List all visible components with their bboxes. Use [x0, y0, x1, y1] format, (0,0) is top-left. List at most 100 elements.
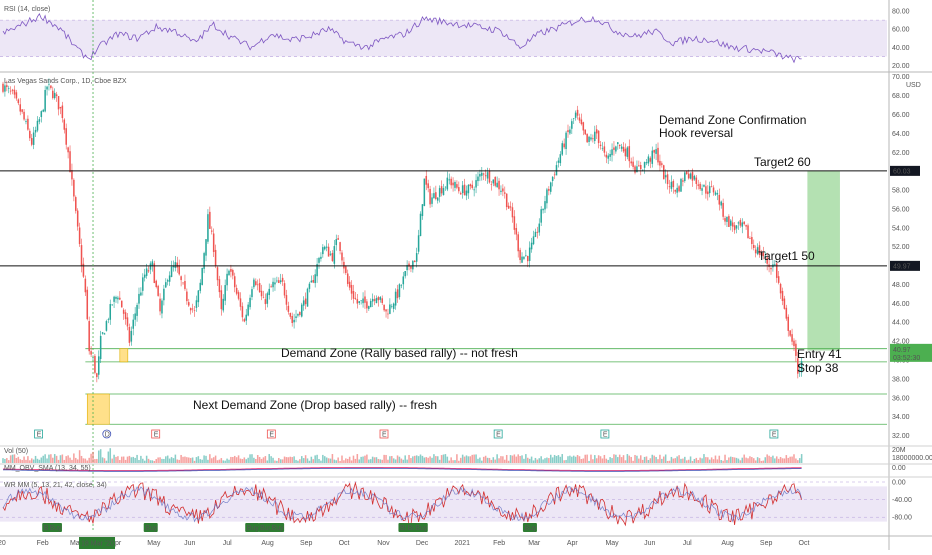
volume-bar	[590, 454, 592, 463]
candle-body	[607, 155, 609, 159]
candle-body	[419, 213, 422, 237]
candle-body	[456, 184, 458, 188]
candle-body	[78, 227, 81, 245]
volume-bar	[785, 455, 788, 463]
earnings-marker-letter: E	[37, 432, 42, 439]
candle-body	[582, 122, 585, 131]
candle-body	[274, 282, 276, 285]
volume-bar	[92, 451, 94, 463]
candle-body	[410, 266, 412, 269]
volume-bar	[73, 453, 75, 463]
volume-bar	[712, 459, 715, 463]
volume-bar	[772, 455, 774, 463]
candle-body	[756, 247, 759, 255]
time-tick-label: Feb	[37, 540, 49, 547]
buy-marker: Buy	[245, 523, 259, 532]
volume-bar	[314, 455, 316, 463]
volume-bar	[653, 455, 655, 463]
candle-body	[467, 184, 470, 194]
volume-bar	[528, 458, 531, 463]
buy-marker-label: Buy	[260, 525, 273, 532]
candle-body	[145, 268, 148, 276]
volume-bar	[301, 456, 303, 463]
candle-body	[423, 178, 426, 206]
volume-bar	[323, 456, 326, 463]
candle-body	[699, 183, 701, 190]
volume-bar	[341, 455, 343, 463]
candle-body	[670, 181, 673, 189]
candle-body	[527, 255, 529, 262]
candle-body	[496, 182, 498, 187]
volume-bar	[126, 456, 129, 463]
volume-bar	[730, 456, 732, 463]
volume-bar	[176, 459, 179, 463]
volume-bar	[743, 454, 745, 463]
candle-body	[549, 182, 552, 192]
candle-body	[270, 286, 272, 288]
volume-bar	[454, 460, 456, 463]
volume-bar	[130, 457, 133, 463]
volume-bar	[427, 457, 429, 463]
candle-body	[109, 304, 112, 320]
candle-body	[120, 300, 123, 308]
candle-body	[708, 186, 711, 194]
candle-body	[710, 186, 713, 187]
volume-bar	[88, 457, 90, 463]
volume-bar	[433, 454, 435, 463]
candle-body	[323, 246, 326, 250]
candle-body	[716, 193, 719, 195]
candle-body	[674, 189, 677, 192]
volume-bar	[207, 459, 209, 463]
volume-bar	[425, 457, 428, 463]
volume-bar	[99, 449, 102, 463]
candle-body	[69, 151, 71, 173]
buy-marker: Buy	[143, 523, 158, 532]
stoch-tick-label: -80.00	[892, 515, 912, 522]
volume-bar	[9, 455, 12, 463]
volume-bar	[473, 454, 475, 463]
candle-body	[260, 290, 263, 297]
candle-body	[781, 290, 784, 301]
time-axis[interactable]: 20 Feb Mar Apr May Jun Jul Aug Sep Oct Nov Dec 2021 F…	[0, 535, 932, 549]
volume-bar	[486, 457, 489, 463]
candle-body	[186, 291, 188, 302]
volume-bar	[147, 458, 150, 463]
volume-bar	[193, 460, 196, 463]
candle-body	[540, 209, 542, 223]
volume-bar	[779, 456, 782, 463]
candle-body	[458, 187, 460, 192]
volume-bar	[34, 455, 37, 463]
candle-body	[659, 160, 661, 166]
obv-pane: 0.00	[0, 463, 932, 472]
candle-body	[760, 252, 763, 256]
volume-bar	[563, 460, 565, 463]
volume-bar	[459, 457, 462, 463]
volume-bar	[607, 459, 609, 463]
candle-body	[278, 280, 280, 283]
candle-body	[421, 204, 424, 217]
candle-body	[475, 180, 477, 188]
volume-bar	[617, 457, 619, 463]
candle-body	[124, 312, 127, 320]
volume-bar	[132, 456, 135, 463]
candle-body	[57, 96, 60, 110]
candle-body	[620, 146, 623, 149]
candle-body	[381, 298, 383, 303]
volume-bar	[551, 457, 554, 463]
candle-body	[486, 172, 489, 179]
volume-bar	[749, 456, 751, 463]
volume-bar	[685, 460, 688, 463]
rsi-tick-label: 60.00	[892, 27, 910, 34]
volume-bar	[214, 455, 217, 463]
volume-bar	[354, 458, 357, 463]
volume-bar	[536, 459, 539, 463]
candle-body	[444, 186, 447, 188]
countdown-label: 03:52:30	[893, 355, 920, 362]
volume-bar	[515, 456, 518, 463]
volume-bar	[490, 459, 493, 463]
buy-marker-box	[413, 523, 428, 532]
candle-body	[647, 156, 650, 164]
candle-body	[682, 180, 684, 182]
candle-body	[469, 184, 472, 187]
